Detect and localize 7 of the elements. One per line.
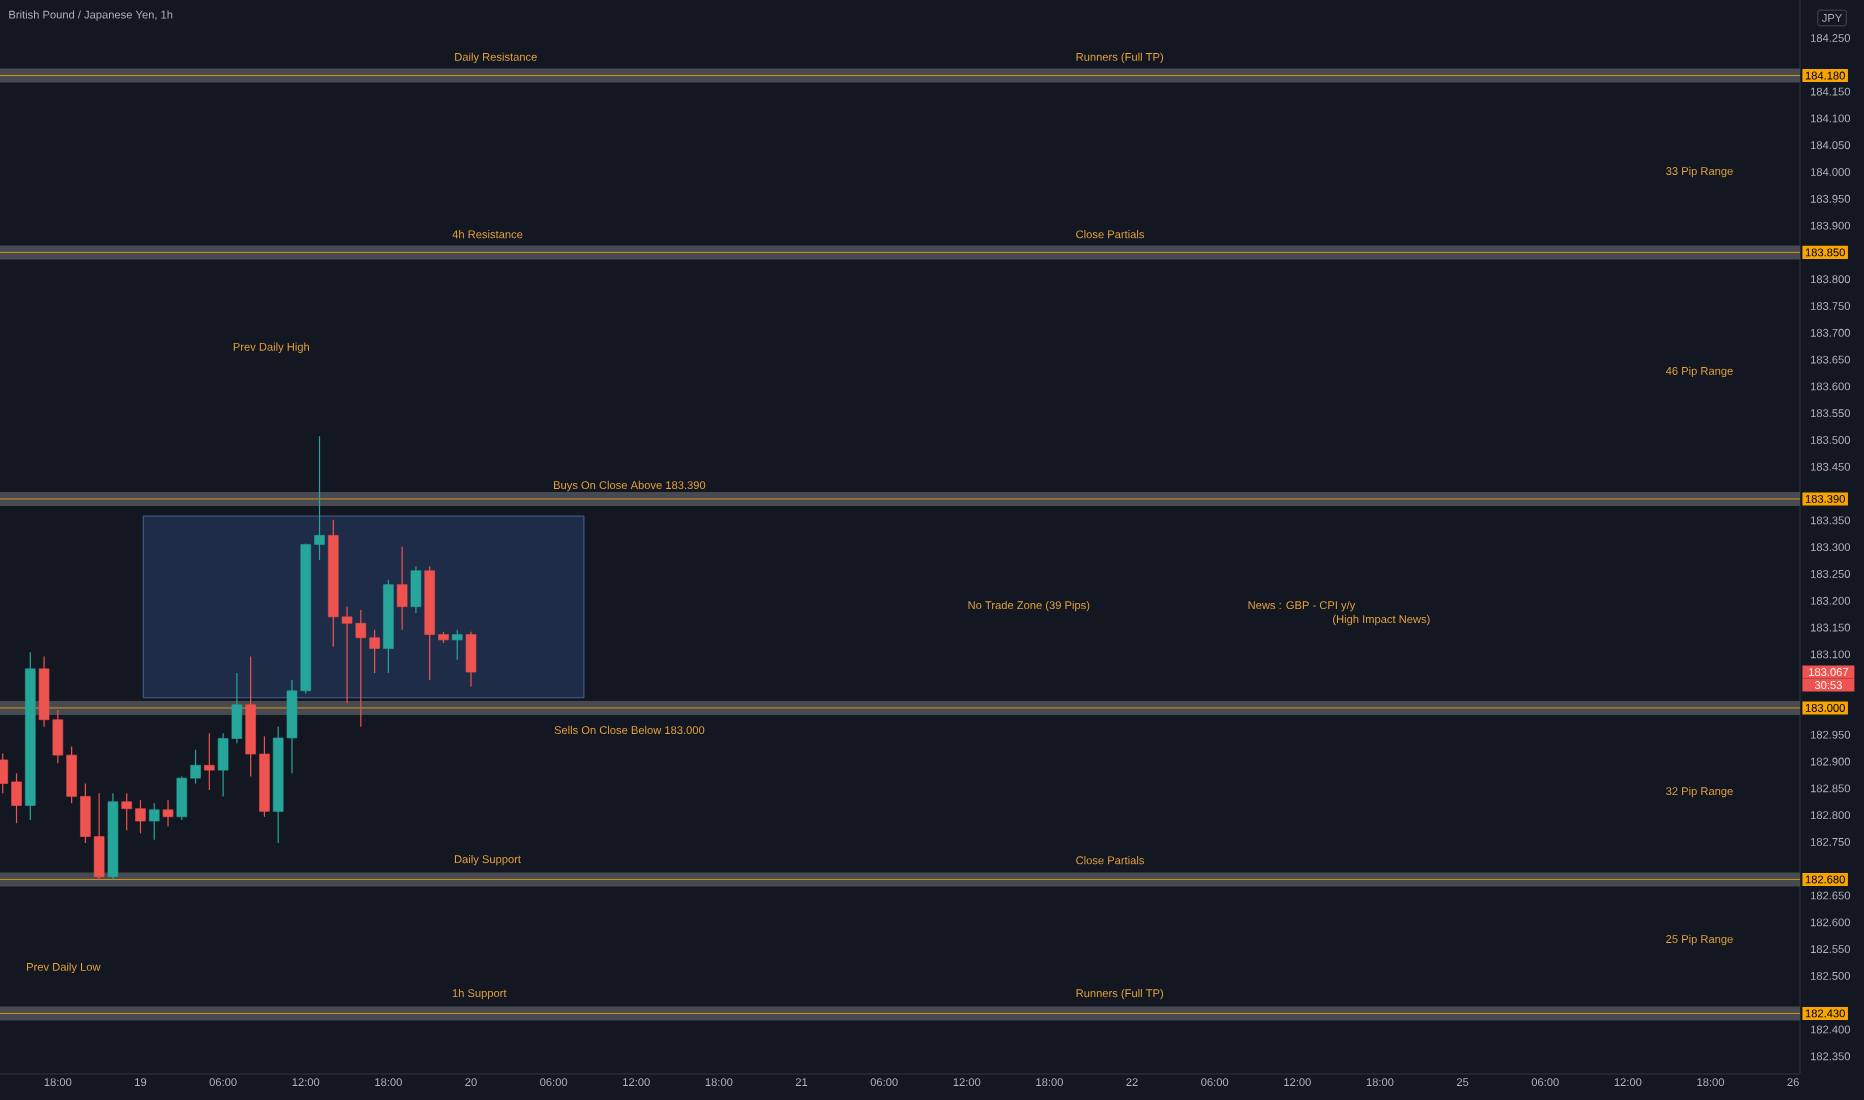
- candlestick: [465, 631, 477, 688]
- candlestick: [162, 799, 174, 827]
- candlestick: [204, 732, 215, 791]
- candlestick: [396, 546, 408, 631]
- candlestick: [148, 802, 160, 841]
- candlestick: [451, 629, 463, 661]
- candlestick: [410, 565, 422, 614]
